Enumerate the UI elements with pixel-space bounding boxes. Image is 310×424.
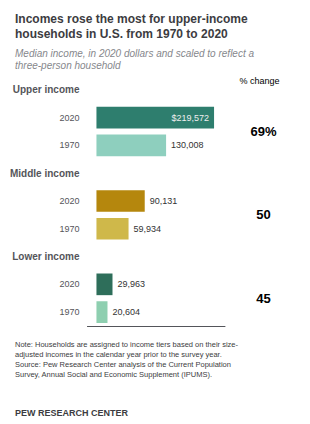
svg-text:59,934: 59,934 — [134, 224, 162, 234]
svg-text:1970: 1970 — [59, 307, 79, 317]
svg-text:Middle income: Middle income — [10, 168, 80, 179]
svg-text:Survey, Annual Social and Econ: Survey, Annual Social and Economic Suppl… — [15, 370, 212, 379]
svg-text:2020: 2020 — [59, 196, 79, 206]
svg-text:Upper income: Upper income — [13, 84, 80, 95]
svg-text:20,604: 20,604 — [112, 307, 140, 317]
svg-text:29,963: 29,963 — [118, 279, 146, 289]
svg-text:1970: 1970 — [59, 140, 79, 150]
svg-text:three-person household: three-person household — [15, 60, 121, 71]
svg-text:Median income, in 2020 dollars: Median income, in 2020 dollars and scale… — [15, 48, 254, 59]
svg-text:90,131: 90,131 — [150, 196, 178, 206]
svg-text:Lower income: Lower income — [12, 251, 80, 262]
svg-text:50: 50 — [256, 207, 270, 222]
svg-text:PEW RESEARCH CENTER: PEW RESEARCH CENTER — [15, 408, 129, 418]
svg-text:Note: Households are assigned: Note: Households are assigned to income … — [15, 340, 239, 349]
svg-text:$219,572: $219,572 — [172, 113, 210, 123]
svg-text:1970: 1970 — [59, 224, 79, 234]
svg-text:45: 45 — [256, 291, 270, 306]
svg-text:adjusted incomes in the calend: adjusted incomes in the calendar year pr… — [15, 350, 222, 359]
svg-text:Source: Pew Research Center an: Source: Pew Research Center analysis of … — [15, 360, 231, 369]
svg-text:69%: 69% — [250, 124, 276, 139]
svg-text:130,008: 130,008 — [171, 140, 204, 150]
svg-text:% change: % change — [240, 76, 280, 86]
svg-text:Incomes rose the most for uppe: Incomes rose the most for upper-income — [15, 12, 248, 26]
svg-text:2020: 2020 — [59, 113, 79, 123]
svg-text:households in U.S. from 1970 t: households in U.S. from 1970 to 2020 — [15, 27, 228, 41]
svg-text:2020: 2020 — [59, 279, 79, 289]
